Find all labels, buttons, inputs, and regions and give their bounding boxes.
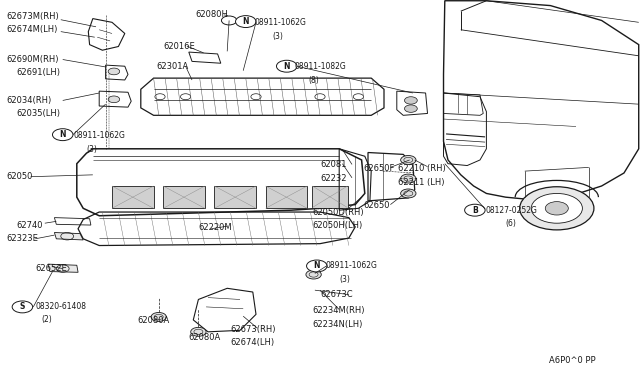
- Text: (3): (3): [272, 32, 283, 41]
- Polygon shape: [312, 186, 348, 208]
- Circle shape: [401, 189, 416, 198]
- Circle shape: [236, 16, 256, 28]
- Polygon shape: [54, 232, 83, 240]
- Text: 62035(LH): 62035(LH): [16, 109, 60, 118]
- Circle shape: [306, 270, 321, 279]
- Polygon shape: [112, 186, 154, 208]
- Text: (2): (2): [42, 315, 52, 324]
- Circle shape: [404, 97, 417, 104]
- Circle shape: [151, 312, 166, 321]
- Circle shape: [307, 260, 327, 272]
- Text: S: S: [20, 302, 25, 311]
- Text: 62673M(RH): 62673M(RH): [6, 12, 59, 21]
- Polygon shape: [163, 186, 205, 208]
- Circle shape: [520, 187, 594, 230]
- Circle shape: [191, 327, 206, 336]
- Text: 62301A: 62301A: [157, 62, 189, 71]
- Circle shape: [531, 193, 582, 223]
- Polygon shape: [266, 186, 307, 208]
- Text: (8): (8): [308, 76, 319, 85]
- Text: 08911-1062G: 08911-1062G: [325, 262, 377, 270]
- Text: 62691(LH): 62691(LH): [16, 68, 60, 77]
- Text: N: N: [60, 130, 66, 139]
- Text: 62673C: 62673C: [320, 290, 353, 299]
- Circle shape: [52, 129, 73, 141]
- Text: 62211 (LH): 62211 (LH): [398, 178, 445, 187]
- Text: 62652E: 62652E: [35, 264, 67, 273]
- Text: 62220M: 62220M: [198, 223, 232, 232]
- Text: 62232: 62232: [320, 174, 346, 183]
- Circle shape: [404, 105, 417, 112]
- Text: 62050H(LH): 62050H(LH): [312, 221, 363, 230]
- Text: 62740: 62740: [16, 221, 42, 230]
- Text: A6P0^0 PP: A6P0^0 PP: [549, 356, 596, 365]
- Text: 08911-1082G: 08911-1082G: [294, 62, 346, 71]
- Circle shape: [545, 202, 568, 215]
- Text: (3): (3): [86, 145, 97, 154]
- Text: 62034(RH): 62034(RH): [6, 96, 52, 105]
- Text: 62080A: 62080A: [138, 316, 170, 325]
- Circle shape: [12, 301, 33, 313]
- Text: 62050D(RH): 62050D(RH): [312, 208, 364, 217]
- Text: 08320-61408: 08320-61408: [35, 302, 86, 311]
- Text: 62234M(RH): 62234M(RH): [312, 306, 365, 315]
- Text: 62080A: 62080A: [189, 333, 221, 342]
- Text: 62690M(RH): 62690M(RH): [6, 55, 59, 64]
- Polygon shape: [214, 186, 256, 208]
- Text: 62080H: 62080H: [195, 10, 228, 19]
- Text: 08127-0252G: 08127-0252G: [485, 206, 537, 215]
- Text: 62650F: 62650F: [363, 164, 394, 173]
- Circle shape: [108, 96, 120, 103]
- Text: 62673(RH): 62673(RH): [230, 325, 276, 334]
- Text: 08911-1062G: 08911-1062G: [74, 131, 125, 140]
- Text: 62016E: 62016E: [163, 42, 195, 51]
- Circle shape: [465, 204, 485, 216]
- Circle shape: [108, 68, 120, 75]
- Text: 62210 (RH): 62210 (RH): [398, 164, 446, 173]
- Text: 62674M(LH): 62674M(LH): [6, 25, 58, 34]
- Text: 62050: 62050: [6, 172, 33, 181]
- Polygon shape: [48, 264, 78, 272]
- Text: 62650: 62650: [363, 201, 389, 210]
- Text: N: N: [314, 262, 320, 270]
- Text: (6): (6): [506, 219, 516, 228]
- Text: N: N: [284, 62, 290, 71]
- Circle shape: [401, 174, 416, 183]
- Text: 62674(LH): 62674(LH): [230, 339, 275, 347]
- Text: 08911-1062G: 08911-1062G: [255, 18, 307, 27]
- Circle shape: [401, 155, 416, 164]
- Text: B: B: [472, 206, 477, 215]
- Text: 62234N(LH): 62234N(LH): [312, 320, 363, 329]
- Text: (3): (3): [339, 275, 350, 284]
- Circle shape: [276, 60, 297, 72]
- Text: N: N: [243, 17, 249, 26]
- Text: 62081: 62081: [320, 160, 346, 169]
- Text: 62323E: 62323E: [6, 234, 38, 243]
